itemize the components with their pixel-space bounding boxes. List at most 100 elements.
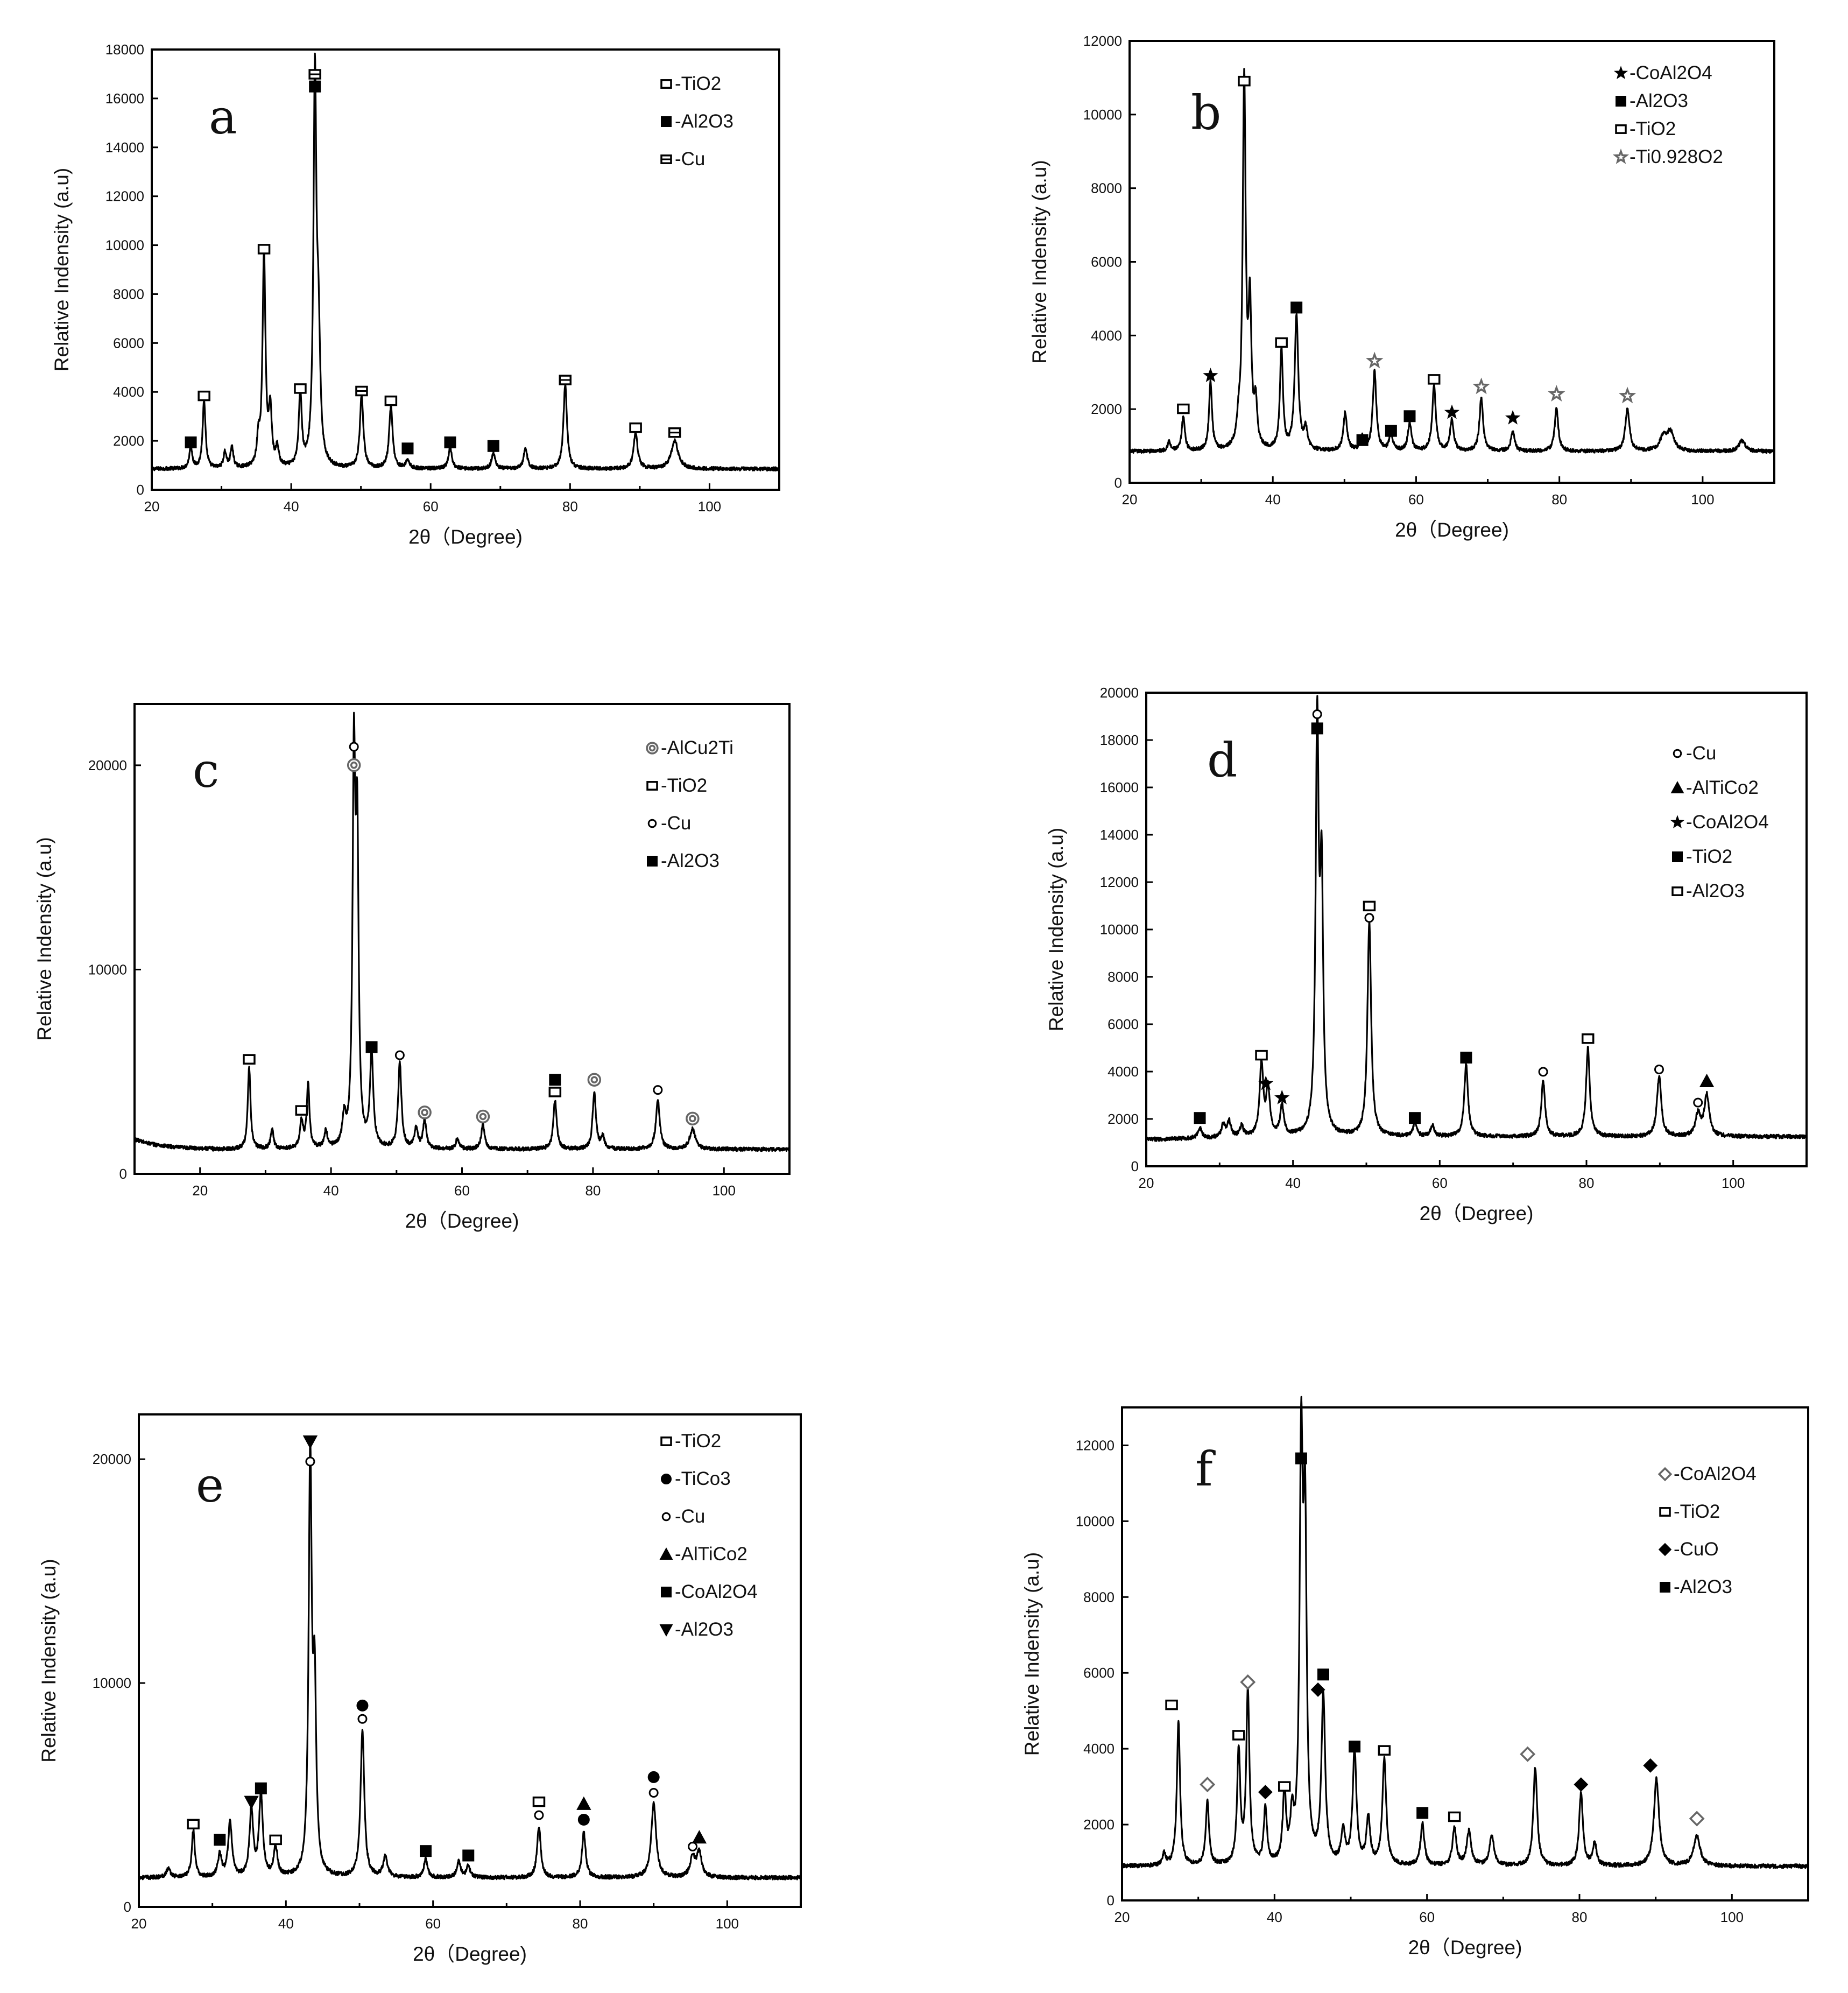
y-tick-label: 18000 (1100, 732, 1139, 748)
peak-marker-star-filled (1444, 404, 1460, 419)
x-tick-label: 60 (1408, 491, 1424, 508)
y-tick-label: 6000 (113, 335, 144, 351)
peak-marker-open-square (257, 244, 271, 255)
x-tick-label: 80 (1579, 1175, 1595, 1191)
x-tick-label: 100 (698, 498, 721, 515)
peak-marker-filled-square (185, 436, 197, 448)
peak-marker-triangle-up (692, 1830, 707, 1844)
peak-marker-open-square (294, 383, 307, 394)
x-axis-title: 2θ（Degree) (1408, 1936, 1522, 1959)
legend-label: -AlCu2Ti (661, 737, 733, 758)
x-tick-label: 20 (144, 498, 160, 515)
y-tick-label: 2000 (1091, 401, 1122, 417)
legend-symbol-open-square (1615, 124, 1627, 134)
legend-d: -Cu -AlTiCo2 -CoAl2O4 -TiO2 -Al2O3 (1670, 743, 1769, 902)
x-tick-label: 80 (573, 1915, 588, 1932)
peak-marker-filled-diamond (1310, 1682, 1325, 1697)
legend-b: -CoAl2O4 -Al2O3 -TiO2 -Ti0.928O2 (1612, 62, 1723, 167)
peak-marker-star-open (1618, 386, 1637, 404)
x-tick-label: 80 (1572, 1909, 1588, 1925)
peak-marker-open-square (198, 390, 210, 402)
legend-label: -AlTiCo2 (1686, 777, 1759, 798)
legend-label: -CuO (1674, 1539, 1719, 1560)
legend-entry: -TiO2 (1659, 1501, 1720, 1522)
plot-frame-e (138, 1413, 802, 1908)
legend-label: -Cu (661, 813, 691, 834)
legend-symbol-star-open (1612, 149, 1630, 164)
peak-marker-filled-square (309, 80, 321, 93)
peak-marker-open-square (1177, 403, 1190, 414)
x-tick-label: 60 (425, 1915, 441, 1932)
y-tick-label: 0 (124, 1899, 131, 1915)
x-tick-label: 60 (1432, 1175, 1448, 1191)
peak-marker-filled-square (365, 1041, 378, 1053)
legend-label: -Cu (1686, 743, 1716, 764)
panel-letter-a: a (209, 89, 237, 145)
y-axis-title: Relative Indensity (a.u) (1021, 1552, 1043, 1756)
xrd-trace-d (1145, 695, 1808, 1142)
y-tick-label: 10000 (93, 1675, 131, 1691)
y-tick-label: 20000 (93, 1451, 131, 1467)
peak-marker-triangle-down (244, 1795, 259, 1809)
x-tick-label: 100 (1720, 1909, 1744, 1925)
y-tick-label: 14000 (1100, 827, 1139, 843)
y-tick-label: 14000 (105, 139, 144, 156)
peak-marker-open-square (1363, 900, 1376, 912)
panel-c: 20 40 60 80 100 0 10000 20000 2θ（Degree) Relative… (33, 703, 791, 1232)
plot-frame-f (1121, 1406, 1809, 1902)
legend-symbol-small-circle (1673, 749, 1682, 758)
peak-marker-open-square (629, 422, 642, 433)
legend-entry: -Al2O3 (1671, 881, 1745, 902)
legend-symbol-filled-square (1616, 96, 1626, 107)
x-tick-label: 40 (284, 498, 299, 515)
peak-marker-small-circle (1693, 1097, 1703, 1108)
peak-marker-filled-circle (356, 1699, 369, 1712)
y-tick-label: 6000 (1091, 254, 1122, 270)
legend-entry: -Al2O3 (1660, 1576, 1732, 1597)
legend-entry: -Cu (647, 813, 691, 834)
legend-symbol-filled-square (647, 856, 658, 867)
y-axis-title: Relative Indensity (a.u) (33, 837, 55, 1040)
peak-marker-double-circle (418, 1105, 432, 1119)
peak-marker-open-diamond (1240, 1674, 1256, 1690)
legend-entry: -Al2O3 (647, 850, 720, 871)
legend-label: -Al2O3 (675, 1619, 733, 1640)
legend-entry: -CoAl2O4 (661, 1581, 758, 1602)
peak-marker-open-square (1378, 1745, 1391, 1756)
x-tick-label: 40 (1265, 491, 1281, 508)
y-tick-label: 10000 (1083, 107, 1122, 123)
y-axis-title: Relative Indensity (a.u) (38, 1559, 60, 1762)
x-tick-label: 100 (716, 1915, 739, 1932)
y-tick-label: 20000 (88, 757, 127, 773)
y-axis-title: Relative Indensity (a.u) (1045, 828, 1067, 1031)
legend-symbol-open-square (660, 1436, 672, 1446)
xrd-trace-a (151, 52, 780, 471)
y-tick-label: 18000 (105, 41, 144, 58)
panel-a: 20 40 60 80 100 0 2000 4000 6000 8000 10000 12000 14… (51, 41, 780, 548)
peak-marker-open-square (187, 1819, 200, 1830)
peak-marker-filled-square (1408, 1112, 1421, 1124)
y-tick-label: 2000 (1083, 1816, 1115, 1833)
peak-marker-filled-square (1403, 410, 1416, 422)
legend-label: -CoAl2O4 (675, 1581, 758, 1602)
legend-entry: -Al2O3 (659, 1619, 733, 1640)
legend-entry: -Cu (661, 1506, 705, 1527)
x-tick-label: 20 (131, 1915, 147, 1932)
peak-marker-filled-square (1460, 1052, 1472, 1064)
legend-label: -Al2O3 (661, 850, 720, 871)
peak-marker-small-circle (1364, 913, 1374, 923)
legend-label: -CoAl2O4 (1674, 1463, 1757, 1484)
panel-letter-b: b (1191, 85, 1221, 140)
peak-marker-filled-circle (577, 1813, 590, 1826)
y-tick-label: 8000 (1108, 969, 1139, 985)
legend-label: -Al2O3 (1686, 881, 1745, 902)
y-tick-label: 10000 (105, 237, 144, 253)
peak-marker-open-square (1232, 1730, 1245, 1741)
peak-marker-filled-square (1416, 1807, 1429, 1819)
y-axis-title: Relative Indensity (a.u) (1028, 160, 1050, 363)
y-tick-label: 6000 (1108, 1016, 1139, 1032)
peak-marker-filled-diamond (1643, 1758, 1658, 1773)
peak-marker-open-square (1581, 1033, 1595, 1044)
peak-marker-open-square (269, 1834, 282, 1846)
legend-symbol-open-square (1659, 1507, 1671, 1517)
